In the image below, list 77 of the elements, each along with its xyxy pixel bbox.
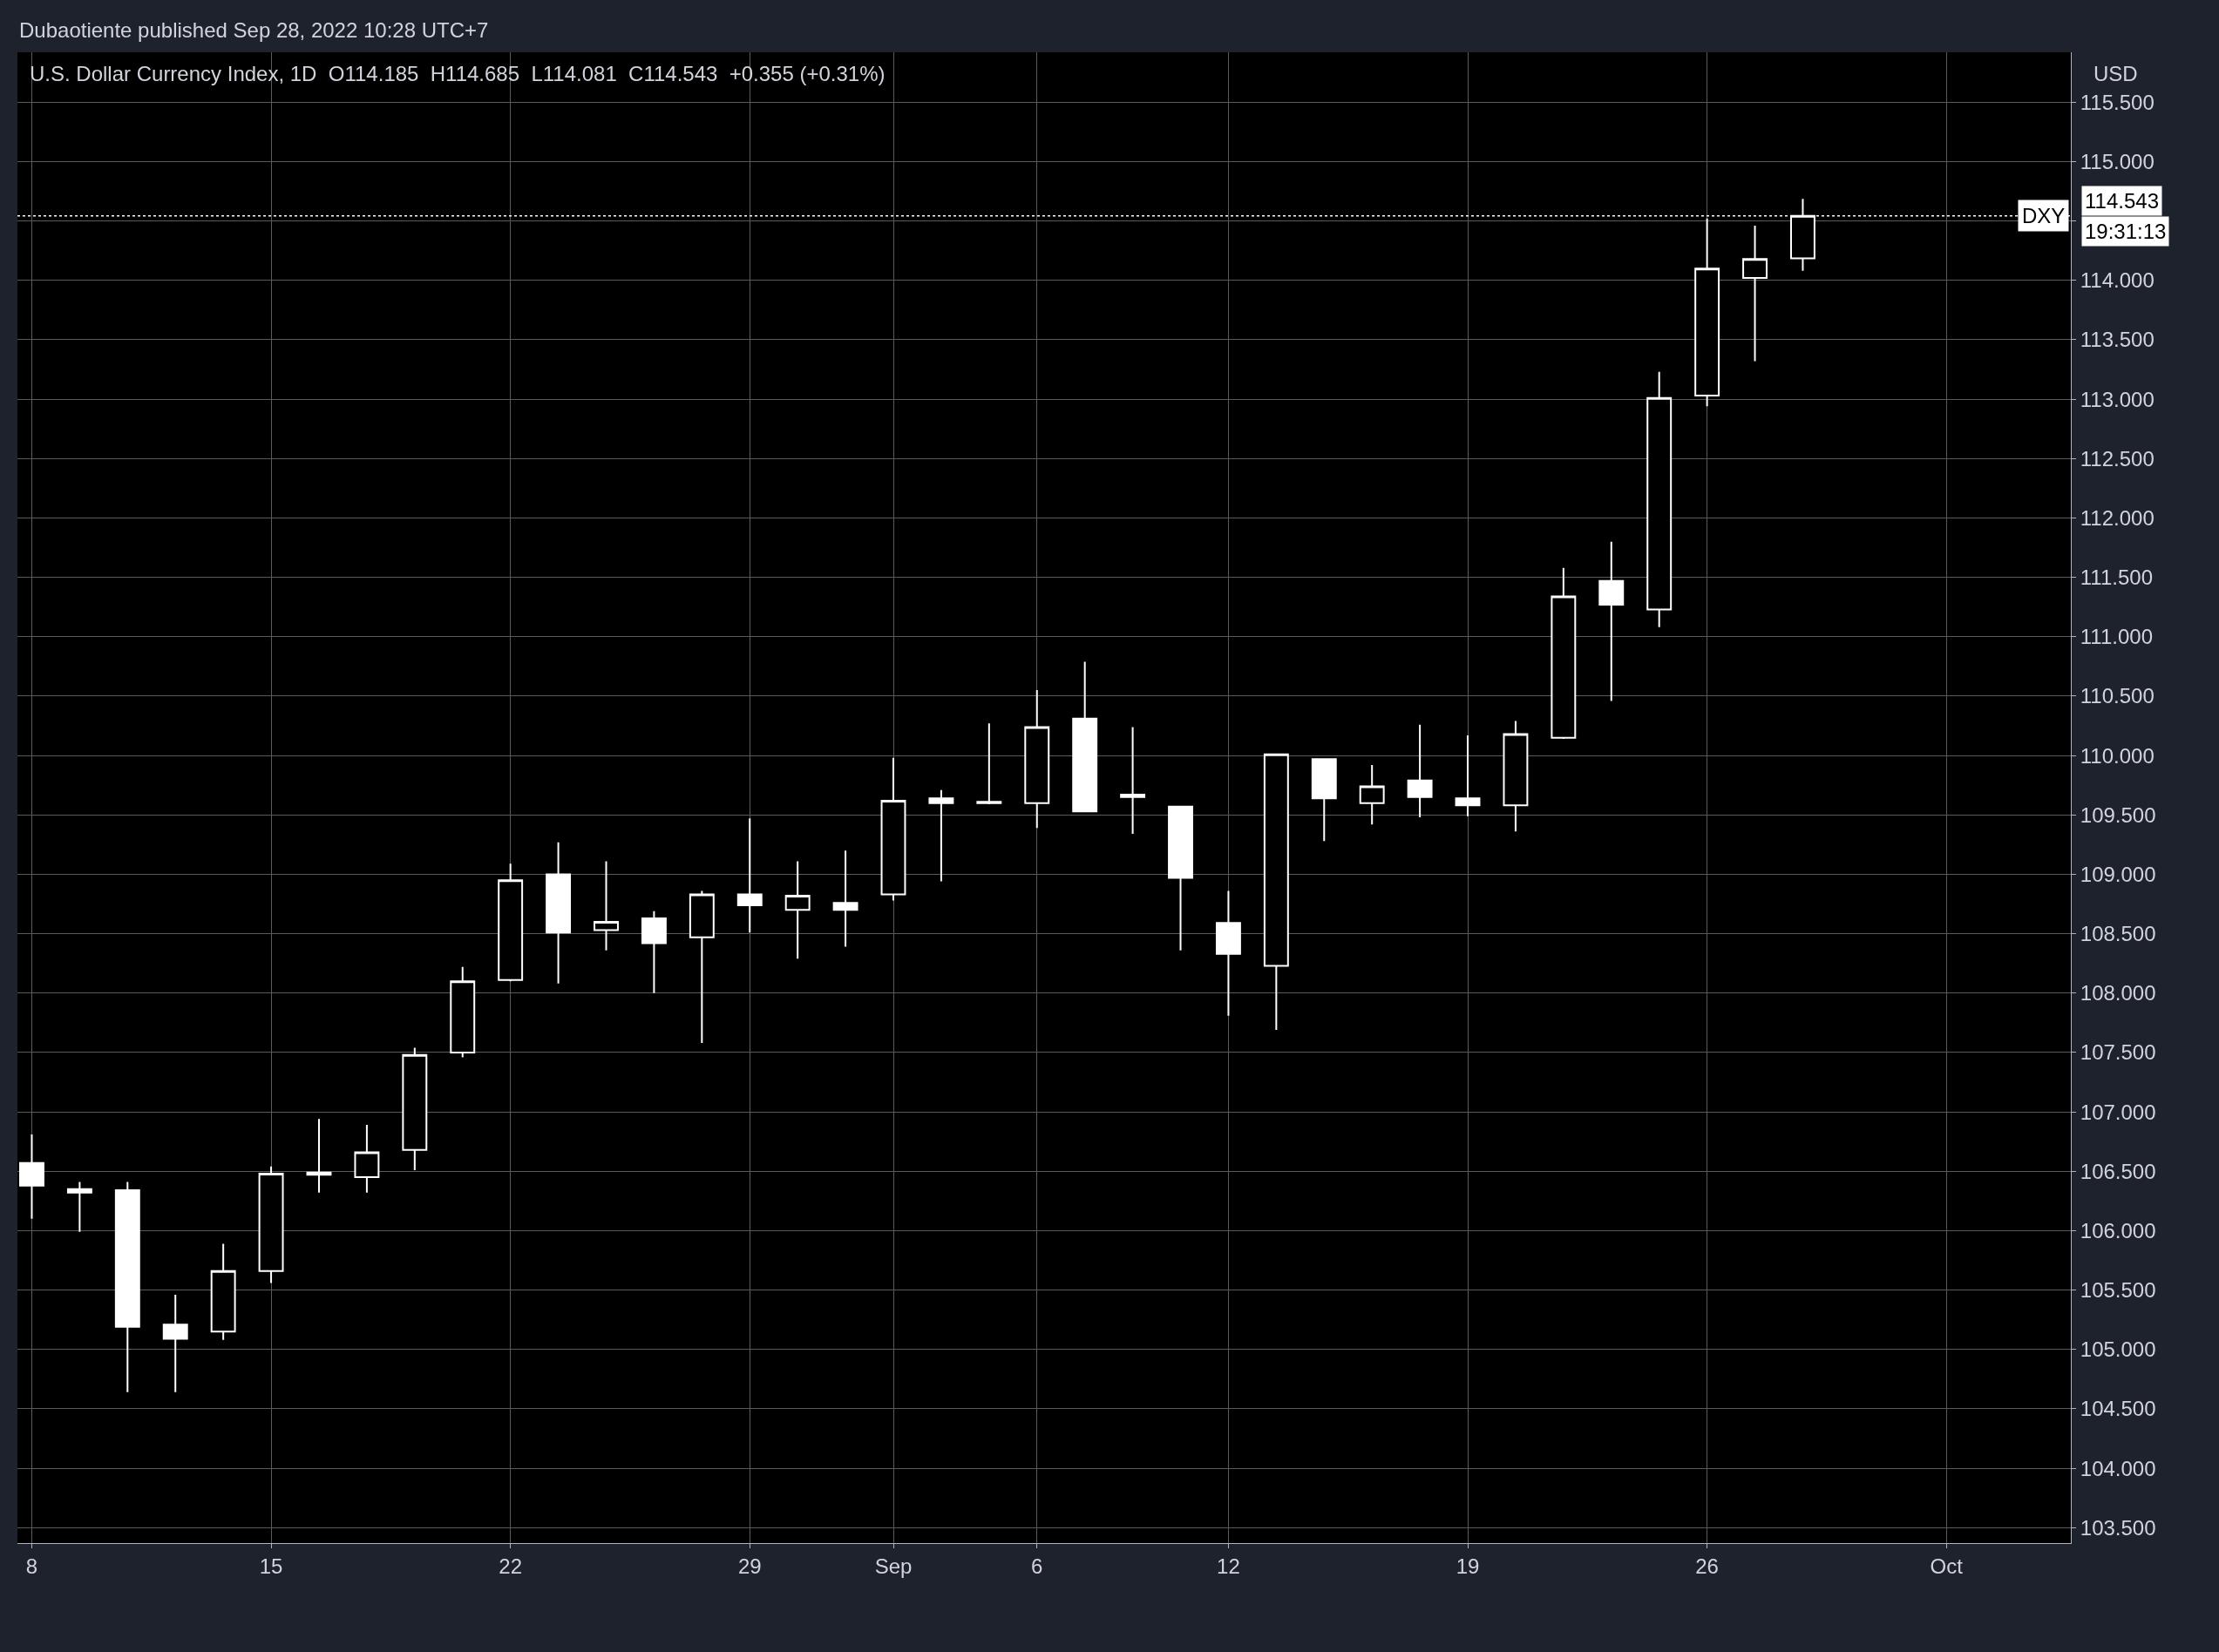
y-tick-label: 103.500 bbox=[2080, 1515, 2156, 1540]
x-tick-label: 26 bbox=[1695, 1554, 1719, 1578]
y-tick-label: 112.000 bbox=[2080, 505, 2155, 530]
x-tick-label: 22 bbox=[499, 1554, 523, 1578]
candlestick bbox=[1551, 566, 1577, 741]
y-tick-label: 105.000 bbox=[2080, 1337, 2156, 1362]
x-tick-label: 12 bbox=[1217, 1554, 1240, 1578]
text: U.S. Dollar Currency Index, 1D O114.185 H114.685 L114.081 C114.543 +0.355 (+0.31%) bbox=[30, 62, 886, 85]
y-tick-label: 115.500 bbox=[2080, 90, 2155, 114]
candlestick bbox=[1072, 660, 1098, 813]
y-axis-title: USD bbox=[2093, 62, 2138, 85]
candlestick bbox=[736, 817, 763, 934]
candlestick bbox=[354, 1124, 380, 1194]
y-tick-label: 108.500 bbox=[2080, 922, 2156, 945]
y-tick-label: 107.000 bbox=[2080, 1100, 2156, 1124]
candlestick bbox=[66, 1181, 92, 1233]
candlestick bbox=[928, 789, 954, 883]
text: 114.543 bbox=[2085, 189, 2159, 213]
candlestick bbox=[1742, 225, 1768, 362]
y-tick-label: 113.000 bbox=[2080, 387, 2155, 411]
y-tick-label: 113.500 bbox=[2080, 328, 2155, 352]
candlestick bbox=[498, 863, 524, 983]
candlestick bbox=[546, 841, 572, 985]
candlestick bbox=[1311, 758, 1337, 843]
candlestick bbox=[450, 965, 476, 1059]
y-tick-label: 109.500 bbox=[2080, 802, 2156, 827]
candlestick bbox=[1215, 890, 1241, 1017]
y-tick-label: 107.500 bbox=[2080, 1040, 2156, 1065]
candlestick bbox=[784, 860, 811, 960]
candlestick bbox=[1646, 370, 1673, 628]
candlestick bbox=[19, 1134, 44, 1220]
candlestick bbox=[258, 1165, 284, 1284]
candlestick bbox=[594, 860, 619, 951]
candlestick bbox=[114, 1181, 140, 1393]
y-tick-label: 110.000 bbox=[2080, 743, 2155, 768]
candlestick bbox=[1598, 540, 1625, 702]
x-tick-label: 8 bbox=[25, 1554, 38, 1578]
candlestick bbox=[1503, 720, 1529, 833]
candlestick bbox=[162, 1294, 188, 1393]
y-tick-label: 109.000 bbox=[2080, 862, 2156, 886]
candlestick bbox=[402, 1046, 428, 1171]
y-tick-label: 110.500 bbox=[2080, 684, 2155, 708]
candlestick bbox=[210, 1242, 236, 1341]
y-tick-label: 105.500 bbox=[2080, 1278, 2156, 1303]
chart-subtitle: Dubaotiente published Sep 28, 2022 10:28 UTC+7 bbox=[19, 18, 489, 42]
candlestick bbox=[1024, 689, 1050, 829]
y-tick-label: 106.000 bbox=[2080, 1218, 2156, 1242]
candlestick bbox=[1120, 726, 1146, 836]
x-tick-label: 6 bbox=[1031, 1554, 1043, 1578]
candlestick bbox=[1359, 764, 1385, 826]
x-tick-label: Sep bbox=[874, 1554, 913, 1578]
y-tick-label: 112.500 bbox=[2080, 446, 2155, 471]
x-tick-label: 19 bbox=[1456, 1554, 1480, 1578]
y-tick-label: 106.500 bbox=[2080, 1159, 2156, 1183]
y-tick-label: 104.000 bbox=[2080, 1456, 2156, 1480]
candlestick bbox=[641, 910, 667, 994]
candlestick bbox=[880, 756, 906, 902]
candlestick bbox=[1168, 805, 1193, 951]
candlestick bbox=[1694, 217, 1720, 408]
candlestick bbox=[1455, 734, 1481, 817]
y-tick-label: 114.000 bbox=[2080, 268, 2155, 293]
y-tick-label: 115.000 bbox=[2080, 149, 2155, 173]
y-tick-label: 111.500 bbox=[2080, 565, 2153, 589]
y-tick-label: 108.000 bbox=[2080, 981, 2156, 1005]
candlestick bbox=[306, 1118, 332, 1194]
candlestick bbox=[689, 890, 715, 1045]
x-tick-label: 15 bbox=[259, 1554, 283, 1578]
text: 19:31:13 bbox=[2085, 220, 2167, 243]
ref-line-label: DXY bbox=[2022, 204, 2066, 227]
candlestick bbox=[832, 850, 858, 948]
candlestick bbox=[976, 722, 1002, 805]
candlestick bbox=[1407, 723, 1433, 818]
candlestick bbox=[1263, 753, 1289, 1032]
y-tick-label: 104.500 bbox=[2080, 1397, 2156, 1421]
x-tick-label: Oct bbox=[1930, 1554, 1964, 1578]
x-tick-label: 29 bbox=[737, 1554, 762, 1578]
y-tick-label: 111.000 bbox=[2080, 625, 2153, 649]
